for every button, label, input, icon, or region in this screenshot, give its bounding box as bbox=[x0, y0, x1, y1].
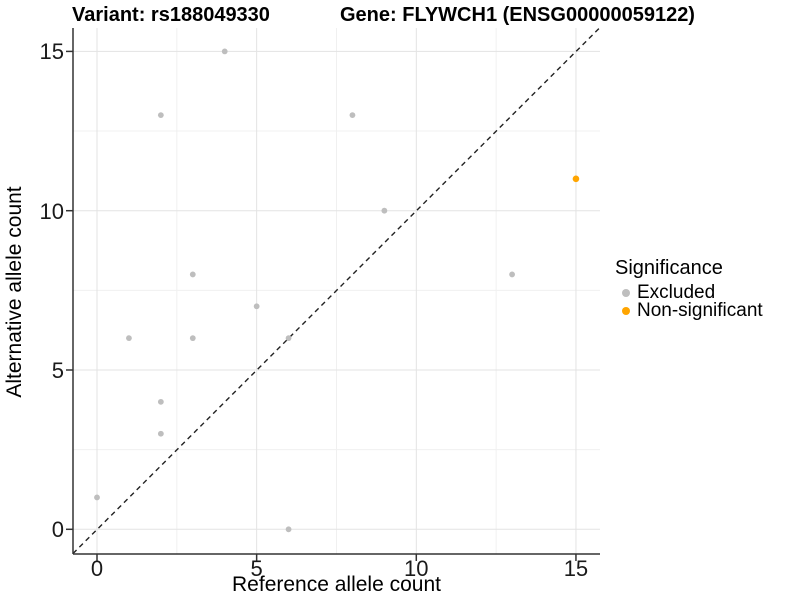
y-tick-label: 5 bbox=[51, 358, 64, 383]
legend-entry: Excluded bbox=[612, 282, 763, 303]
legend: Significance Excluded Non-significant bbox=[612, 257, 763, 320]
y-tick-label: 0 bbox=[51, 517, 64, 543]
data-point-excluded bbox=[189, 335, 196, 342]
legend-entry: Non-significant bbox=[612, 300, 763, 321]
y-axis-title: Alternative allele count bbox=[3, 186, 26, 398]
plot-title-variant: Variant: rs188049330 bbox=[72, 4, 270, 26]
legend-key-dot-icon bbox=[622, 289, 630, 297]
data-point-excluded bbox=[285, 526, 292, 533]
data-point-excluded bbox=[157, 398, 164, 405]
data-point-excluded bbox=[94, 494, 100, 501]
identity-dashed-line bbox=[72, 27, 601, 554]
legend-key-dot-icon bbox=[622, 307, 630, 315]
x-axis-title: Reference allele count bbox=[232, 573, 441, 596]
legend-entry-label: Non-significant bbox=[637, 300, 763, 321]
x-tick-label: 15 bbox=[563, 556, 589, 581]
legend-title: Significance bbox=[615, 257, 723, 279]
data-point-excluded bbox=[221, 48, 228, 55]
data-point-excluded bbox=[126, 335, 132, 342]
data-point-excluded bbox=[381, 207, 388, 214]
data-point-excluded bbox=[349, 112, 356, 119]
x-tick-label: 10 bbox=[404, 556, 429, 581]
data-point-excluded bbox=[509, 271, 515, 278]
legend-entry-label: Excluded bbox=[637, 282, 716, 303]
data-point-non-significant bbox=[572, 175, 580, 183]
data-point-excluded bbox=[253, 303, 260, 310]
x-tick-label: 0 bbox=[90, 556, 104, 581]
y-tick-label: 15 bbox=[39, 39, 64, 65]
legend-entries: Excluded Non-significant bbox=[612, 282, 763, 321]
data-point-excluded bbox=[285, 335, 292, 342]
data-point-excluded bbox=[157, 112, 164, 119]
plot-title-gene: Gene: FLYWCH1 (ENSG00000059122) bbox=[340, 4, 695, 26]
data-point-excluded bbox=[189, 271, 196, 278]
data-point-excluded bbox=[157, 430, 164, 437]
y-tick-label: 10 bbox=[39, 198, 64, 224]
x-tick-label: 5 bbox=[250, 556, 263, 581]
